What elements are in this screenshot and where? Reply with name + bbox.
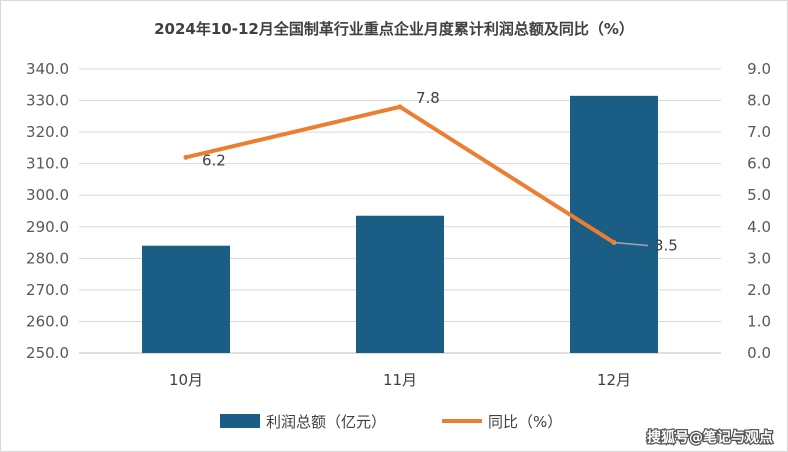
right-axis-tick-label: 2.0 bbox=[747, 281, 771, 299]
legend-label-line: 同比（%） bbox=[488, 413, 562, 431]
line-point-11月 bbox=[397, 104, 403, 110]
x-axis-tick-label: 11月 bbox=[383, 371, 417, 389]
left-axis-tick-label: 330.0 bbox=[26, 92, 69, 110]
x-axis-tick-label: 10月 bbox=[169, 371, 203, 389]
left-axis-tick-label: 250.0 bbox=[26, 344, 69, 362]
left-axis-tick-label: 310.0 bbox=[26, 155, 69, 173]
right-axis-tick-label: 8.0 bbox=[747, 92, 771, 110]
line-series: 6.2 7.8 3.5 bbox=[183, 89, 678, 255]
watermark: 搜狐号@笔记与观点 bbox=[646, 428, 775, 448]
right-axis-tick-label: 5.0 bbox=[747, 186, 771, 204]
chart-title: 2024年10-12月全国制革行业重点企业月度累计利润总额及同比（%） bbox=[154, 20, 634, 38]
bar-11月 bbox=[356, 215, 444, 353]
left-axis-tick-label: 270.0 bbox=[26, 281, 69, 299]
right-axis-tick-label: 6.0 bbox=[747, 155, 771, 173]
data-label: 7.8 bbox=[416, 89, 440, 107]
x-axis-tick-label: 12月 bbox=[597, 371, 631, 389]
bar-series bbox=[142, 95, 658, 354]
left-axis-ticks: 250.0 260.0 270.0 280.0 290.0 300.0 310.0 320.0… bbox=[26, 60, 69, 362]
left-axis-tick-label: 260.0 bbox=[26, 312, 69, 330]
bar-10月 bbox=[142, 245, 230, 353]
right-axis-ticks: 0.0 1.0 2.0 3.0 4.0 5.0 6.0 7.0 8.0 9.0 bbox=[747, 60, 771, 362]
data-label-leader bbox=[613, 241, 649, 247]
legend-swatch-bar bbox=[220, 414, 260, 428]
right-axis-tick-label: 9.0 bbox=[747, 60, 771, 78]
right-axis-tick-label: 0.0 bbox=[747, 344, 771, 362]
right-axis-tick-label: 3.0 bbox=[747, 249, 771, 267]
x-axis-ticks: 10月 11月 12月 bbox=[169, 371, 631, 389]
line-point-10月 bbox=[183, 154, 189, 160]
data-label: 6.2 bbox=[202, 151, 226, 169]
left-axis-tick-label: 290.0 bbox=[26, 218, 69, 236]
right-axis-tick-label: 1.0 bbox=[747, 312, 771, 330]
data-label: 3.5 bbox=[654, 237, 678, 255]
watermark-text: 搜狐号@笔记与观点 bbox=[647, 429, 773, 446]
legend: 利润总额（亿元） 同比（%） bbox=[220, 413, 562, 431]
right-axis-tick-label: 4.0 bbox=[747, 218, 771, 236]
left-axis-tick-label: 320.0 bbox=[26, 123, 69, 141]
left-axis-tick-label: 340.0 bbox=[26, 60, 69, 78]
right-axis-tick-label: 7.0 bbox=[747, 123, 771, 141]
left-axis-tick-label: 280.0 bbox=[26, 249, 69, 267]
left-axis-tick-label: 300.0 bbox=[26, 186, 69, 204]
legend-label-bar: 利润总额（亿元） bbox=[266, 413, 386, 431]
